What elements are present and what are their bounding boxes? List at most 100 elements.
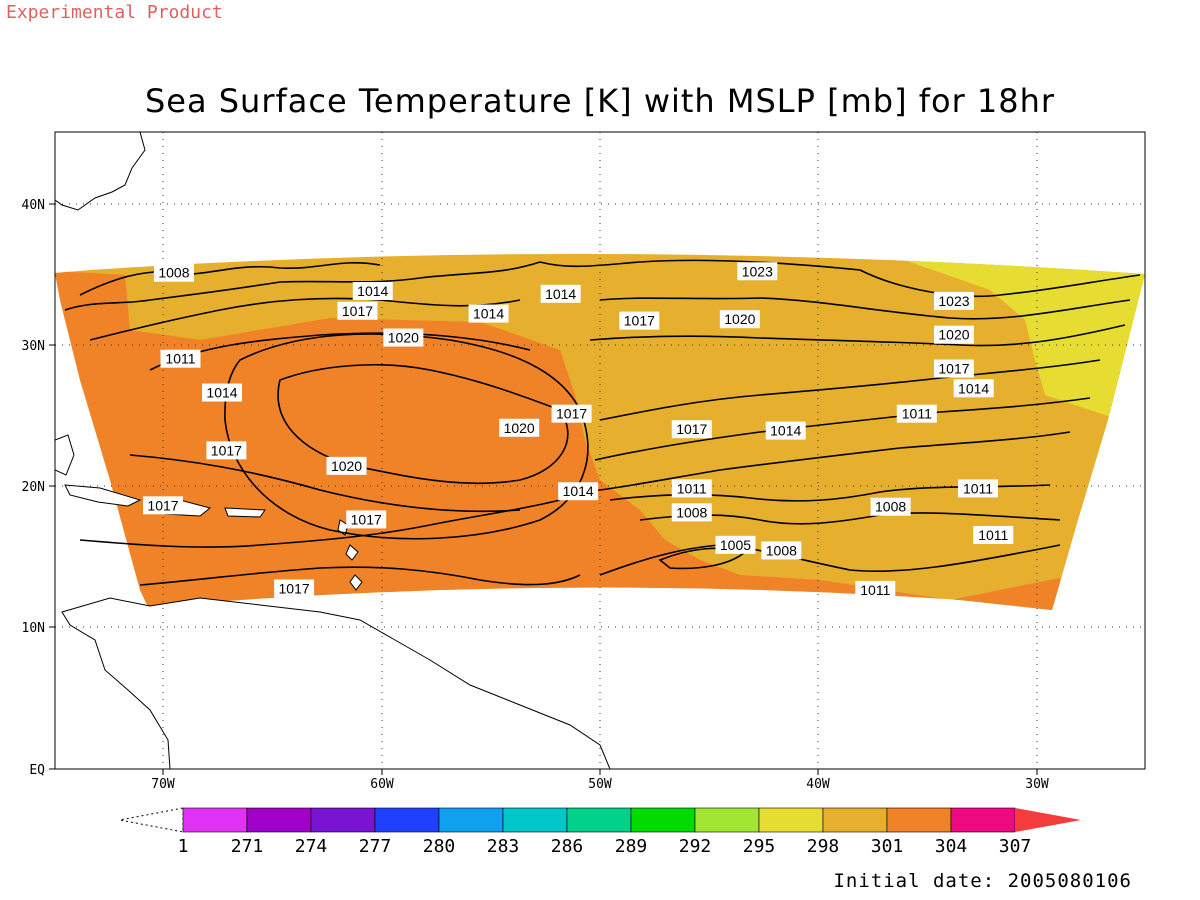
colorbar-swatch (438, 807, 504, 833)
initial-date: Initial date: 2005080106 (833, 870, 1132, 892)
isobar-label: 1017 (279, 581, 310, 597)
sst-304-region (55, 270, 1060, 610)
lat-label: 30N (22, 339, 45, 354)
isobar-label-bg (761, 541, 802, 560)
isobar-label: 1017 (147, 497, 178, 513)
isobar-label-bg (274, 579, 315, 598)
isobar-label: 1023 (938, 293, 969, 309)
isobar-label: 1014 (770, 423, 801, 439)
isobar-label-bg (153, 263, 194, 282)
isobar-label-bg (619, 311, 660, 330)
colorbar-label: 295 (743, 836, 776, 857)
isobar-label-bg (383, 328, 424, 347)
colorbar-swatch (822, 807, 888, 833)
florida-coast (55, 434, 75, 476)
puerto-rico-coast (224, 507, 266, 518)
map-title: Sea Surface Temperature [K] with MSLP [m… (144, 82, 1056, 120)
isobar-label: 1008 (766, 542, 797, 558)
isobar-label-bg (337, 301, 378, 320)
initial-date-label: Initial date: (833, 870, 996, 892)
isobar-label: 1020 (724, 311, 755, 327)
isobar-label-bg (896, 404, 937, 423)
lat-label: 20N (22, 480, 45, 495)
colorbar-swatch (246, 807, 312, 833)
isobar-label: 1008 (158, 265, 189, 281)
isobar-label: 1014 (357, 283, 388, 299)
isobar-label-bg (206, 441, 247, 460)
colorbar-swatch (758, 807, 824, 833)
colorbar-label: 301 (871, 836, 904, 857)
isobar-label: 1014 (206, 385, 237, 401)
lon-label: 30W (1025, 777, 1049, 792)
isobar-label: 1011 (902, 406, 932, 422)
isobar-label-bg (958, 479, 999, 498)
colorbar-swatch (630, 807, 696, 833)
isobar-label-bg (973, 525, 1014, 544)
isobar-label: 1020 (504, 420, 535, 436)
lat-label: 10N (22, 621, 45, 636)
isobar-label-bg (671, 420, 712, 439)
colorbar-swatch (694, 807, 760, 833)
colorbar-label: 286 (551, 836, 584, 857)
isobar-label-bg (870, 497, 911, 516)
isobar-label: 1008 (875, 499, 906, 515)
colorbar-high-arrow (1015, 808, 1081, 832)
isobar-label-bg (671, 503, 712, 522)
isobar-label: 1008 (676, 504, 707, 520)
isobar-label-bg (143, 496, 183, 515)
isobar-label-bg (933, 325, 974, 344)
isobar-label-bg (737, 262, 778, 281)
isobar-label-bg (855, 580, 896, 599)
colorbar-label: 274 (295, 836, 328, 857)
isobar-label: 1014 (545, 286, 576, 302)
north-america-coast (55, 132, 146, 211)
isobar-label: 1011 (978, 527, 1008, 543)
experimental-product-label: Experimental Product (6, 2, 223, 23)
colorbar-low-arrow (119, 807, 184, 833)
initial-date-value: 2005080106 (1007, 870, 1132, 892)
isobar-label: 1017 (556, 406, 587, 422)
colorbar-swatch (566, 807, 632, 833)
isobar-label: 1011 (677, 480, 707, 496)
isobar-label-bg (468, 304, 509, 323)
isobar-label: 1017 (351, 511, 382, 527)
isobar-label-bg (346, 510, 387, 529)
isobar-label-bg (953, 379, 994, 398)
isobar-label-bg (352, 282, 393, 301)
colorbar-label: 304 (935, 836, 968, 857)
lon-label: 40W (806, 777, 830, 792)
isobar-label-bg (719, 310, 760, 329)
colorbar-label: 1 (178, 836, 189, 857)
sst-field (55, 253, 1145, 610)
colorbar-swatch (950, 807, 1016, 833)
lon-label: 50W (588, 777, 612, 792)
isobar-label: 1005 (720, 537, 751, 553)
longitude-labels: 70W 60W 50W 40W 30W (151, 777, 1049, 792)
isobar-label: 1017 (342, 303, 373, 319)
antilles-islands (337, 519, 363, 591)
colorbar-label: 307 (999, 836, 1032, 857)
south-america-coast (61, 597, 611, 769)
color-bar: 1 271 274 277 280 283 286 289 292 295 298 301 304 307 (119, 807, 1081, 857)
isobar-label-bg (326, 456, 367, 475)
isobar-label-bg (933, 291, 974, 310)
isobar-label-bg (499, 418, 540, 437)
isobar-label: 1017 (624, 313, 655, 329)
isobar-label: 1014 (563, 483, 594, 499)
colorbar-label: 271 (231, 836, 264, 857)
isobar-label-bg (540, 284, 581, 303)
lon-label: 60W (370, 777, 394, 792)
lat-label: 40N (22, 198, 45, 213)
colorbar-label: 283 (487, 836, 520, 857)
isobar-label: 1014 (473, 306, 504, 322)
colorbar-label: 298 (807, 836, 840, 857)
axis-ticks (49, 203, 1038, 775)
colorbar-label: 289 (615, 836, 648, 857)
isobar-label-bg (715, 535, 756, 554)
colorbar-swatch (182, 807, 248, 833)
isobar-label: 1017 (676, 421, 707, 437)
isobar-label: 1011 (165, 351, 195, 367)
colorbar-label: 277 (359, 836, 392, 857)
isobar-labels: 1008 1014 1017 1014 1014 1017 1023 1020 1023 1020… (143, 262, 1014, 599)
cuba-coast (64, 484, 142, 507)
